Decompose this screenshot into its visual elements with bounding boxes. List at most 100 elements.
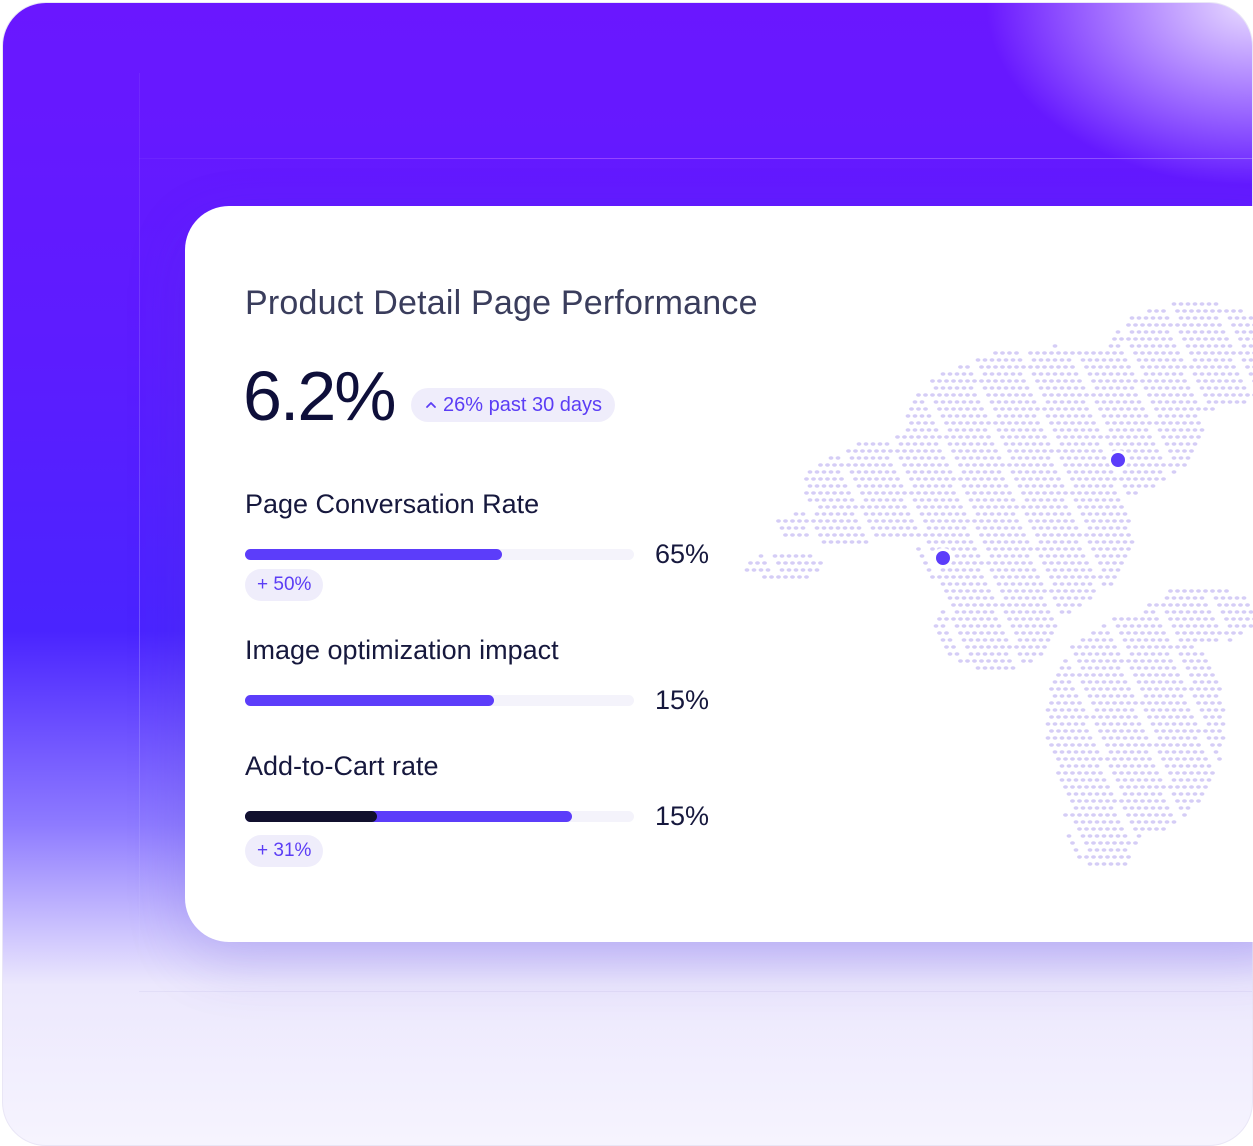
map-dot	[916, 491, 921, 495]
map-dot	[1164, 666, 1170, 670]
map-dot	[1080, 386, 1086, 390]
map-dot	[1112, 645, 1117, 649]
map-dot	[1133, 785, 1138, 789]
map-dot	[828, 498, 834, 502]
map-dot	[1063, 687, 1068, 691]
map-dot	[1056, 743, 1061, 747]
map-dot	[853, 449, 858, 453]
map-dot	[1140, 827, 1145, 831]
map-dot	[1105, 491, 1110, 495]
map-dot	[1108, 750, 1114, 754]
map-dot	[1157, 316, 1163, 320]
map-dot	[1227, 358, 1233, 362]
map-dot	[1112, 505, 1117, 509]
map-dot	[926, 470, 932, 474]
map-dot	[790, 561, 795, 565]
map-dot	[1031, 358, 1037, 362]
map-dot	[1052, 386, 1058, 390]
map-dot	[1101, 470, 1107, 474]
map-dot	[996, 428, 1002, 432]
map-dot	[916, 547, 921, 551]
map-dot	[965, 435, 970, 439]
map-dot	[1203, 631, 1208, 635]
map-dot	[1203, 337, 1208, 341]
map-dot	[951, 561, 956, 565]
map-dot	[1112, 533, 1117, 537]
map-dot	[1140, 449, 1145, 453]
map-dot	[1213, 596, 1219, 600]
map-dot	[954, 428, 960, 432]
map-dot	[902, 435, 907, 439]
map-dot	[1101, 708, 1107, 712]
map-dot	[1189, 323, 1194, 327]
map-dot	[849, 540, 855, 544]
map-dot	[989, 568, 995, 572]
map-dot	[1115, 708, 1121, 712]
map-dot	[958, 449, 963, 453]
map-dot	[1070, 589, 1075, 593]
map-dot	[1003, 386, 1009, 390]
map-dot	[951, 617, 956, 621]
map-dot	[926, 540, 932, 544]
map-dot	[1087, 750, 1093, 754]
map-dot	[1091, 645, 1096, 649]
map-dot	[954, 512, 960, 516]
map-dot	[1073, 820, 1079, 824]
map-dot	[1077, 645, 1082, 649]
map-dot	[1136, 316, 1142, 320]
map-dot	[1014, 351, 1019, 355]
map-dot	[954, 554, 960, 558]
map-dot	[1133, 841, 1138, 845]
map-dot	[1119, 477, 1124, 481]
map-dot	[1140, 701, 1145, 705]
map-dot	[1213, 316, 1219, 320]
map-dot	[1171, 386, 1177, 390]
map-dot	[958, 505, 963, 509]
map-dot	[849, 512, 855, 516]
map-dot	[1021, 659, 1026, 663]
map-dot	[975, 596, 981, 600]
map-dot	[972, 477, 977, 481]
map-dot	[1122, 554, 1128, 558]
map-dot	[1101, 414, 1107, 418]
map-dot	[846, 491, 851, 495]
map-dot	[1175, 645, 1180, 649]
map-dot	[1126, 393, 1131, 397]
map-dot	[972, 407, 977, 411]
map-dot	[1140, 729, 1145, 733]
map-dot	[1126, 463, 1131, 467]
map-dot	[1133, 827, 1138, 831]
map-dot	[1052, 414, 1058, 418]
map-dot	[916, 505, 921, 509]
map-dot	[1213, 624, 1219, 628]
map-dot	[1161, 799, 1166, 803]
map-dot	[1175, 673, 1180, 677]
map-dot	[1178, 708, 1184, 712]
map-dot	[947, 652, 953, 656]
map-dot	[1063, 519, 1068, 523]
map-dot	[1161, 785, 1166, 789]
map-dot	[982, 442, 988, 446]
map-dot	[961, 470, 967, 474]
map-dot	[1133, 715, 1138, 719]
map-dot	[1175, 771, 1180, 775]
map-dot	[1056, 547, 1061, 551]
map-dot	[1035, 421, 1040, 425]
map-dot	[926, 428, 932, 432]
map-dot	[1101, 792, 1107, 796]
map-dot	[1171, 344, 1177, 348]
map-dot	[1042, 519, 1047, 523]
map-dot	[972, 421, 977, 425]
map-dot	[923, 477, 928, 481]
map-dot	[996, 666, 1002, 670]
map-dot	[1112, 729, 1117, 733]
map-dot	[1189, 365, 1194, 369]
map-dot	[821, 484, 827, 488]
map-dot	[1007, 645, 1012, 649]
map-dot	[1084, 757, 1089, 761]
map-dot	[1014, 645, 1019, 649]
map-dot	[1185, 400, 1191, 404]
map-dot	[979, 365, 984, 369]
map-dot	[1203, 309, 1208, 313]
map-dot	[1192, 624, 1198, 628]
